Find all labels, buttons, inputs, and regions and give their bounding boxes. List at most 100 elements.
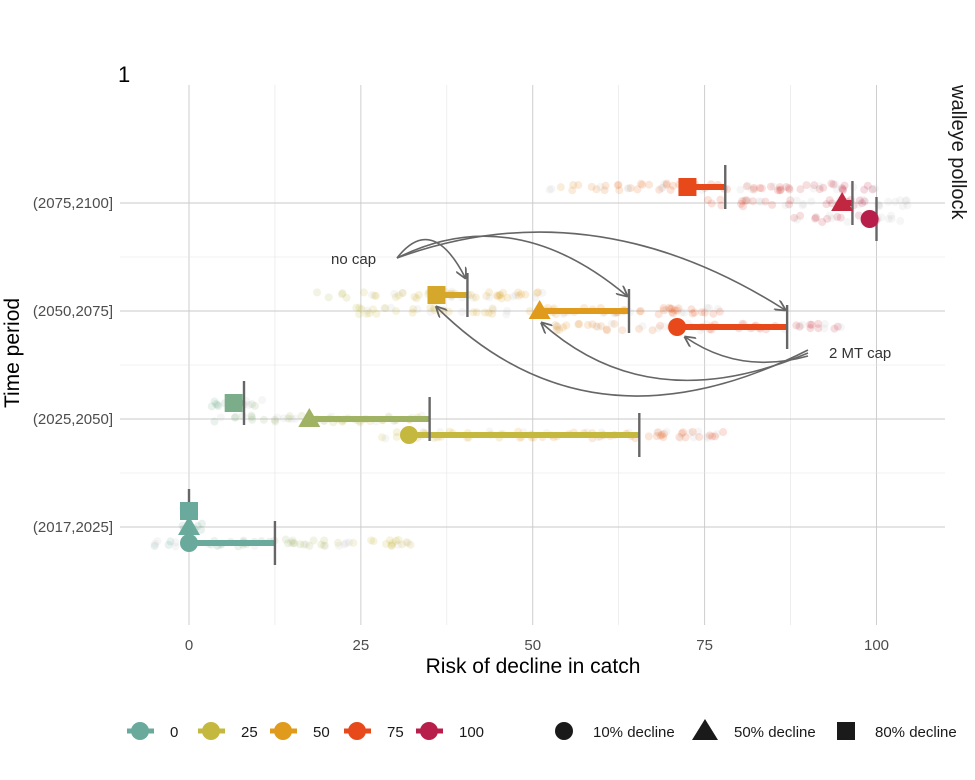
- jitter-point: [210, 397, 219, 406]
- jitter-point: [635, 307, 644, 316]
- jitter-point: [388, 539, 397, 548]
- jitter-point: [843, 217, 852, 226]
- jitter-point: [569, 180, 578, 189]
- jitter-point: [614, 180, 623, 189]
- x-tick-label: 100: [864, 637, 889, 654]
- jitter-point: [820, 319, 829, 328]
- jitter-point: [279, 414, 288, 423]
- jitter-point: [471, 293, 480, 302]
- arrow-2mt-cap: [685, 337, 809, 364]
- jitter-point: [287, 414, 296, 423]
- point-circle: [180, 534, 198, 552]
- jitter-point: [197, 525, 206, 534]
- jitter-point: [717, 201, 726, 210]
- jitter-point: [738, 197, 747, 206]
- jitter-point: [394, 535, 403, 544]
- jitter-point: [703, 195, 712, 204]
- legend-shape-label: 10% decline: [593, 724, 675, 741]
- jitter-point: [806, 324, 815, 333]
- jitter-point: [485, 288, 494, 297]
- jitter-point: [719, 428, 728, 437]
- jitter-point: [811, 213, 820, 222]
- jitter-point: [607, 319, 616, 328]
- jitter-point: [660, 180, 669, 189]
- x-tick-label: 75: [696, 637, 713, 654]
- point-circle: [668, 318, 687, 336]
- jitter-point: [707, 199, 716, 208]
- legend-color-label: 100: [459, 724, 484, 741]
- jitter-point: [891, 197, 900, 206]
- point-square: [678, 178, 697, 196]
- jitter-point: [247, 411, 256, 420]
- jitter-point: [716, 195, 725, 204]
- jitter-point: [597, 322, 606, 331]
- jitter-point: [795, 322, 804, 331]
- jitter-point: [164, 540, 173, 549]
- arrow-2mt-cap: [437, 307, 809, 397]
- facet-strip-label: walleye pollock: [947, 84, 969, 221]
- jitter-point: [596, 182, 605, 191]
- jitter-point: [742, 196, 751, 205]
- jitter-point: [426, 303, 435, 312]
- arrow-no-cap: [396, 239, 465, 278]
- legend-color-item: 0: [127, 722, 178, 741]
- point-square: [224, 394, 243, 412]
- jitter-point: [213, 400, 222, 409]
- jitter-point: [863, 181, 872, 190]
- legend-color-swatch-point: [131, 722, 149, 740]
- jitter-point: [740, 196, 749, 205]
- jitter-point: [248, 415, 257, 424]
- legend-color-label: 75: [387, 724, 404, 741]
- jitter-point: [594, 322, 603, 331]
- x-axis-title: Risk of decline in catch: [426, 655, 641, 678]
- jitter-point: [531, 293, 540, 302]
- jitter-point: [624, 184, 633, 193]
- legend-color-label: 25: [241, 724, 258, 741]
- jitter-point: [815, 185, 824, 194]
- jitter-point: [840, 181, 849, 190]
- jitter-point: [703, 303, 712, 312]
- jitter-point: [715, 307, 724, 316]
- jitter-point: [214, 402, 223, 411]
- jitter-point: [836, 213, 845, 222]
- jitter-point: [258, 396, 267, 405]
- jitter-point: [802, 181, 811, 190]
- jitter-point: [338, 289, 347, 298]
- jitter-point: [798, 320, 807, 329]
- legend: 0 25 50 75 100 10% decline 50% decline 80% decl…: [127, 719, 957, 741]
- jitter-point: [790, 213, 799, 222]
- point-circle: [860, 210, 879, 228]
- jitter-point: [497, 294, 506, 303]
- jitter-point: [588, 320, 597, 329]
- annotation-2mt-cap: 2 MT cap: [829, 345, 891, 362]
- jitter-point: [398, 288, 407, 297]
- panel-tag: 1: [118, 62, 130, 87]
- jitter-point: [677, 429, 686, 438]
- jitter-point: [654, 324, 663, 333]
- legend-shape-triangle: [692, 719, 718, 740]
- jitter-point: [469, 293, 478, 302]
- jitter-point: [324, 293, 333, 302]
- legend-color-swatch-point: [274, 722, 292, 740]
- jitter-point: [757, 184, 766, 193]
- jitter-point: [287, 538, 296, 547]
- x-tick-label: 25: [353, 637, 370, 654]
- jitter-point: [289, 539, 298, 548]
- jitter-point: [709, 309, 718, 318]
- legend-shape-item: 80% decline: [837, 722, 957, 741]
- jitter-point: [313, 288, 322, 297]
- jitter-point: [371, 292, 380, 301]
- jitter-point: [406, 540, 415, 549]
- jitter-point: [592, 322, 601, 331]
- grid-lines: [120, 85, 945, 625]
- jitter-point: [768, 200, 777, 209]
- point-square: [427, 286, 446, 304]
- jitter-point: [781, 201, 790, 210]
- jitter-point: [674, 304, 683, 313]
- jitter-point: [665, 303, 674, 312]
- jitter-point: [251, 401, 260, 410]
- jitter-point: [838, 184, 847, 193]
- jitter-point: [574, 320, 583, 329]
- jitter-point: [603, 326, 612, 335]
- point-triangle: [178, 516, 200, 535]
